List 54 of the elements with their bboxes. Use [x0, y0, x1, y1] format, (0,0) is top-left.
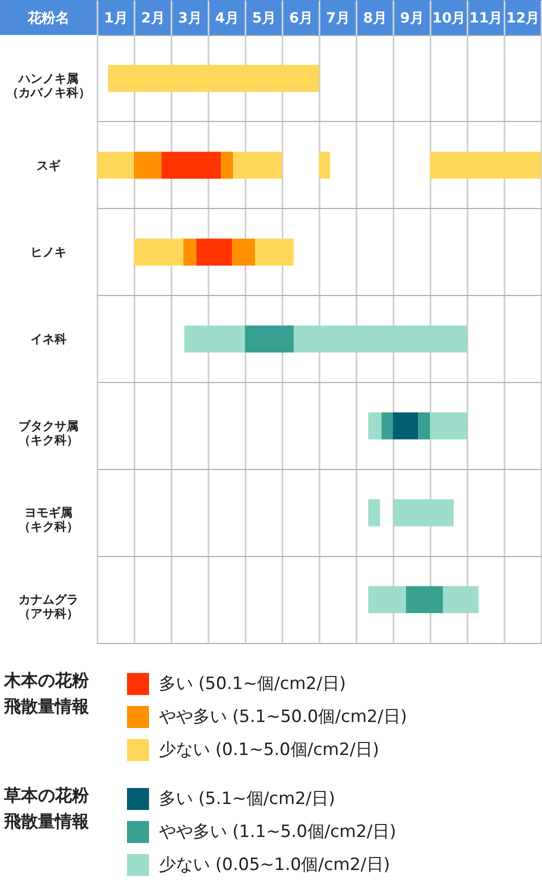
bar: [161, 152, 221, 179]
bar: [245, 326, 294, 352]
y-tick-label: ブタクサ属（キク科）: [18, 418, 78, 447]
bar: [319, 152, 330, 179]
bar: [196, 238, 232, 266]
bar: [134, 238, 184, 266]
x-tick-label: 1月: [104, 10, 128, 26]
x-tick-label: 3月: [178, 10, 202, 26]
bar: [368, 412, 382, 440]
x-tick-label: 7月: [326, 10, 350, 26]
y-tick-label: スギ: [36, 158, 62, 172]
x-tick-label: 10月: [432, 10, 466, 26]
bar: [233, 152, 282, 179]
bar: [393, 499, 454, 526]
x-tick-label: 4月: [215, 10, 239, 26]
x-tick-label: 8月: [363, 10, 387, 26]
y-tick-label: イネ科: [30, 332, 66, 346]
x-tick-label: 12月: [506, 10, 540, 26]
bar: [406, 586, 443, 614]
text: 草本の花粉飛散量情報: [4, 786, 89, 832]
x-tick-label: 2月: [141, 10, 165, 26]
bar: [430, 152, 541, 179]
legend-label: 少ない (0.05~1.0個/cm2/日): [159, 855, 390, 875]
bar: [418, 412, 430, 440]
x-tick-label: 5月: [252, 10, 276, 26]
legend-label: やや多い (5.1~50.0個/cm2/日): [159, 707, 407, 727]
legend-label: 多い (50.1~個/cm2/日): [159, 674, 346, 694]
bar: [183, 238, 196, 266]
bar: [393, 412, 418, 440]
bar: [232, 238, 255, 266]
y-tick-label: カナムグラ（アサ科）: [18, 592, 78, 621]
x-tick-label: 6月: [289, 10, 313, 26]
bar: [220, 152, 234, 179]
bar: [108, 64, 319, 92]
bar: [294, 326, 467, 352]
y-tick-label: ヒノキ: [30, 245, 66, 260]
bar: [184, 326, 245, 352]
bar: [442, 586, 478, 614]
bar: [368, 586, 406, 614]
bar: [382, 412, 393, 440]
bar: [134, 152, 162, 179]
x-tick-label: 11月: [469, 10, 503, 26]
y-tick-label: ハンノキ属（カバノキ科）: [6, 71, 90, 100]
legend-label: 少ない (0.1~5.0個/cm2/日): [159, 740, 380, 760]
y-tick-label: ヨモギ属（キク科）: [18, 506, 78, 534]
y-axis-title: 花粉名: [26, 10, 70, 26]
x-tick-label: 9月: [400, 10, 424, 26]
bar: [254, 238, 294, 266]
bar: [430, 412, 467, 440]
legend-label: 多い (5.1~個/cm2/日): [159, 789, 336, 809]
legend-label: やや多い (1.1~5.0個/cm2/日): [159, 822, 396, 842]
text: 木本の花粉飛散量情報: [4, 671, 89, 717]
bar: [368, 499, 380, 526]
bar: [97, 152, 134, 179]
